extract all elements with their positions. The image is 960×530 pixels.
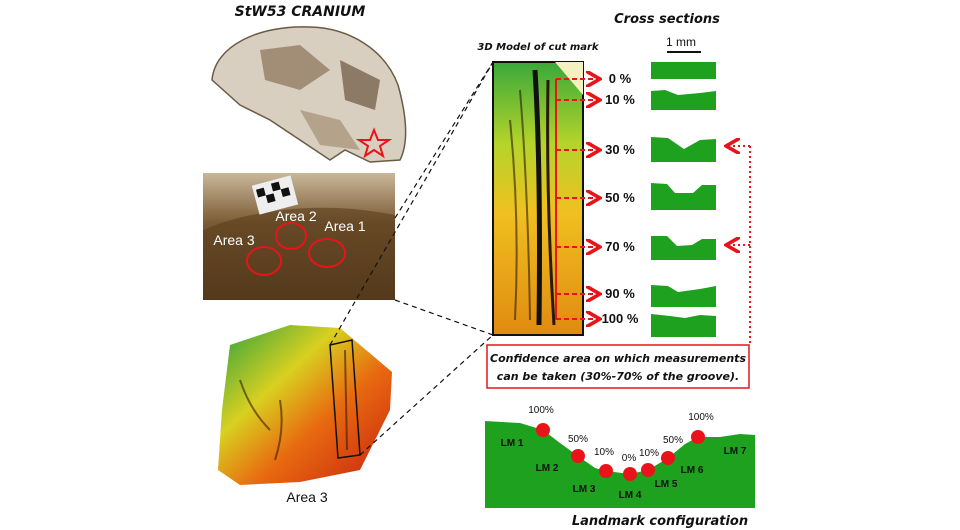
area3-caption: Area 3 — [286, 489, 327, 505]
section-label: 50 % — [605, 190, 635, 205]
confidence-text-line1: Confidence area on which measurements — [490, 352, 746, 365]
cranium-image — [211, 26, 407, 163]
cross-section-profiles — [651, 62, 716, 337]
zoom-connector-lines — [329, 61, 494, 456]
cross-sections-title: Cross sections — [614, 12, 720, 27]
scale-label: 1 mm — [666, 35, 696, 49]
section-label: 10 % — [605, 92, 635, 107]
landmark-label: LM 2 — [536, 463, 559, 474]
landmark-percent: 100% — [528, 405, 554, 416]
landmark-percent: 50% — [568, 434, 588, 445]
cranium-title: StW53 CRANIUM — [235, 4, 366, 20]
section-arrows — [555, 79, 598, 320]
landmark-point — [536, 423, 550, 437]
landmark-label: LM 6 — [681, 465, 704, 476]
section-label: 100 % — [602, 311, 639, 326]
landmark-point — [691, 430, 705, 444]
landmark-label: LM 7 — [724, 446, 747, 457]
landmark-title: Landmark configuration — [572, 514, 748, 529]
landmark-percent: 0% — [622, 453, 637, 464]
landmark-label: LM 1 — [501, 438, 524, 449]
photo-label-area-1: Area 1 — [324, 218, 365, 234]
landmark-label: LM 3 — [573, 484, 596, 495]
section-label: 30 % — [605, 142, 635, 157]
cut-mark-photo: Area 2 Area 1 Area 3 — [203, 173, 395, 300]
landmark-percent: 50% — [663, 435, 683, 446]
confidence-range-indicator — [728, 146, 751, 345]
landmark-point — [641, 463, 655, 477]
landmark-point — [623, 467, 637, 481]
star-marker-icon — [355, 127, 393, 159]
confidence-box: Confidence area on which measurements ca… — [486, 344, 750, 389]
model-title: 3D Model of cut mark — [477, 42, 600, 53]
landmark-percent: 10% — [639, 448, 659, 459]
cut-mark-3d-model — [492, 61, 584, 336]
landmark-profile: LM 1 LM 2 LM 3 LM 4 LM 5 LM 6 LM 7 100% … — [485, 405, 755, 508]
photo-label-area-2: Area 2 — [275, 208, 316, 224]
photo-label-area-3: Area 3 — [213, 232, 254, 248]
landmark-percent: 10% — [594, 447, 614, 458]
area3-3d-model — [218, 325, 392, 485]
landmark-percent: 100% — [688, 412, 714, 423]
landmark-point — [599, 464, 613, 478]
landmark-point — [661, 451, 675, 465]
landmark-label: LM 4 — [619, 490, 642, 501]
section-labels: 0 % 10 % 30 % 50 % 70 % 90 % 100 % — [602, 71, 639, 326]
section-label: 70 % — [605, 239, 635, 254]
landmark-point — [571, 449, 585, 463]
landmark-label: LM 5 — [655, 479, 678, 490]
section-label: 90 % — [605, 286, 635, 301]
confidence-text-line2: can be taken (30%-70% of the groove). — [497, 370, 739, 383]
section-label: 0 % — [609, 71, 632, 86]
